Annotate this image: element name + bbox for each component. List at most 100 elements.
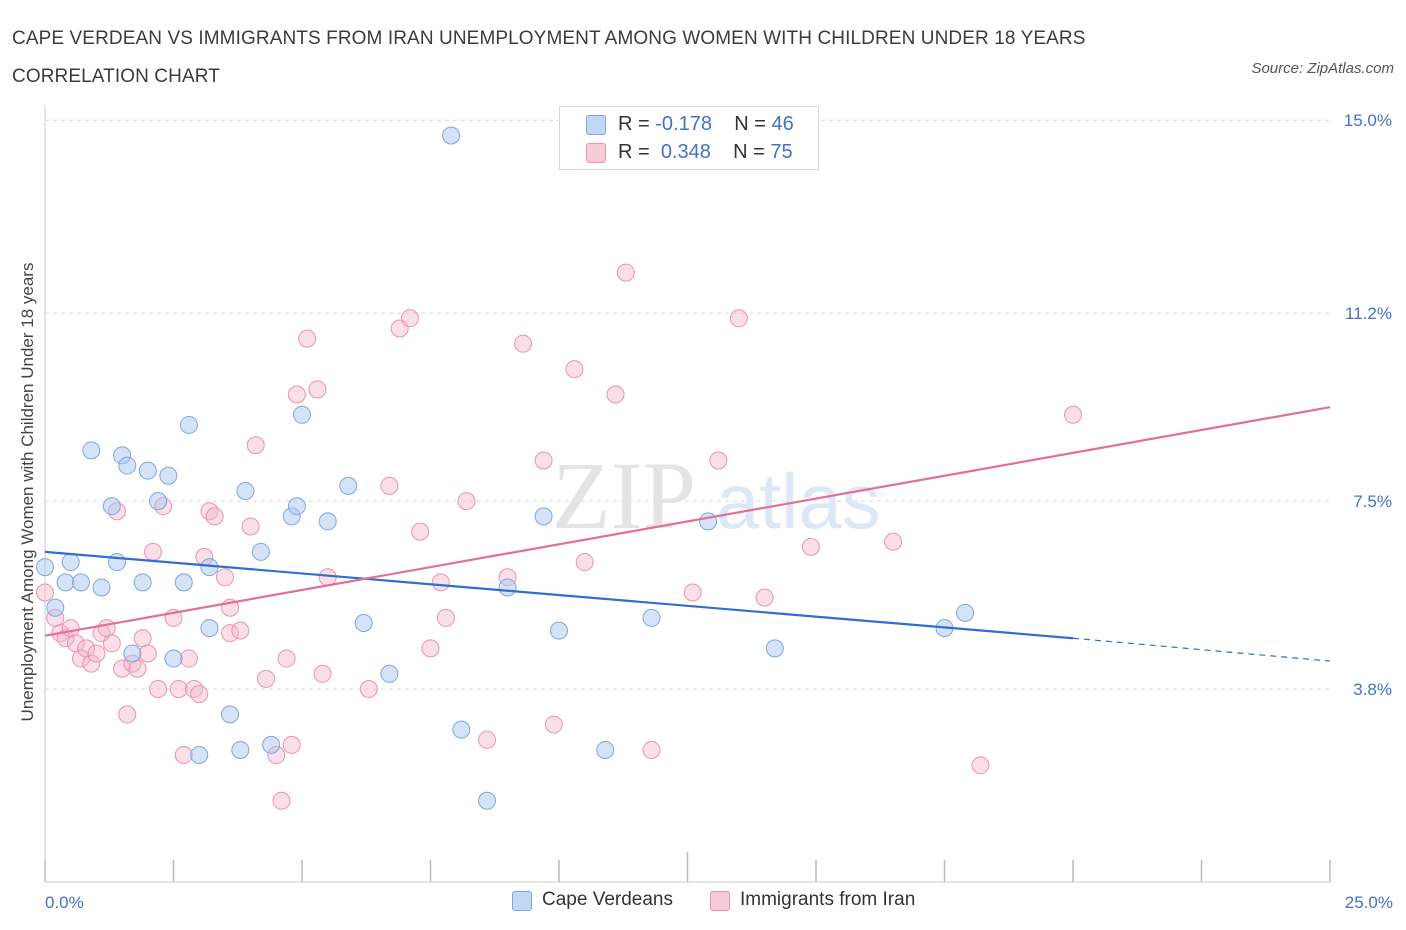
- legend-r-value: 0.348: [660, 141, 711, 163]
- data-point-iran: [241, 517, 260, 536]
- data-point-cape-verdean: [71, 573, 90, 592]
- trend-lines: [44, 406, 1331, 662]
- legend-r-value: -0.178: [655, 113, 712, 135]
- data-point-iran: [97, 619, 116, 638]
- data-point-iran: [82, 654, 101, 673]
- data-point-iran: [884, 532, 903, 551]
- y-tick-label: 15.0%: [1344, 111, 1392, 130]
- data-point-iran: [616, 263, 635, 282]
- data-point-cape-verdean: [498, 578, 517, 597]
- legend-label: Immigrants from Iran: [740, 889, 916, 910]
- data-point-cape-verdean: [251, 542, 270, 561]
- data-point-cape-verdean: [956, 603, 975, 622]
- trend-line-cape-verdean-extension: [1072, 637, 1331, 662]
- data-point-iran: [87, 644, 106, 663]
- legend-n-value: 75: [770, 141, 793, 163]
- data-point-iran: [709, 451, 728, 470]
- data-point-cape-verdean: [380, 664, 399, 683]
- data-point-iran: [118, 705, 137, 724]
- data-point-cape-verdean: [36, 558, 54, 577]
- data-point-iran: [149, 680, 168, 699]
- legend-label: Cape Verdeans: [542, 889, 673, 910]
- series-legend: Cape Verdeans Immigrants from Iran: [0, 888, 1406, 918]
- data-point-iran: [308, 380, 327, 399]
- legend-n-label: N =: [733, 141, 765, 163]
- data-point-iran: [200, 502, 219, 521]
- legend-n-label: N =: [734, 113, 766, 135]
- data-point-cape-verdean: [339, 476, 358, 495]
- data-point-iran: [971, 756, 990, 775]
- data-point-iran: [36, 583, 54, 602]
- data-point-iran: [642, 740, 661, 759]
- data-point-cape-verdean: [236, 481, 255, 500]
- data-point-iran: [174, 746, 193, 765]
- data-point-iran: [478, 730, 497, 749]
- data-point-cape-verdean: [159, 466, 178, 485]
- trend-line-iran: [44, 406, 1331, 637]
- data-point-cape-verdean: [596, 740, 615, 759]
- data-point-iran: [221, 624, 240, 643]
- data-point-iran: [143, 542, 162, 561]
- data-point-cape-verdean: [102, 497, 121, 516]
- y-tick-label: 3.8%: [1353, 680, 1392, 699]
- data-point-iran: [272, 791, 291, 810]
- axes: [44, 105, 1331, 883]
- y-tick-label: 11.2%: [1345, 304, 1392, 323]
- data-point-iran: [113, 659, 132, 678]
- data-point-iran: [606, 385, 625, 404]
- legend-r-label: R =: [618, 141, 650, 163]
- data-point-iran: [128, 659, 147, 678]
- data-point-cape-verdean: [221, 705, 240, 724]
- data-point-cape-verdean: [452, 720, 471, 739]
- data-point-iran: [755, 588, 774, 607]
- data-point-cape-verdean: [46, 598, 65, 617]
- legend-n-value: 46: [771, 113, 794, 135]
- data-point-iran: [729, 309, 748, 328]
- data-point-cape-verdean: [478, 791, 497, 810]
- legend-swatch-blue: [512, 891, 532, 911]
- data-point-iran: [380, 476, 399, 495]
- trend-line-cape-verdean: [44, 550, 1074, 640]
- data-point-iran: [400, 309, 419, 328]
- data-point-cape-verdean: [123, 644, 142, 663]
- x-tick-label: 0.0%: [45, 893, 84, 912]
- data-point-iran: [282, 735, 301, 754]
- data-point-iran: [544, 715, 563, 734]
- data-point-iran: [436, 608, 455, 627]
- data-point-iran: [56, 629, 75, 648]
- data-point-cape-verdean: [133, 573, 152, 592]
- correlation-legend: R = -0.178 N = 46 R = 0.348 N = 75: [559, 106, 819, 170]
- data-point-iran: [246, 436, 265, 455]
- data-point-cape-verdean: [82, 441, 101, 460]
- data-point-iran: [287, 385, 306, 404]
- source-label: Source: ZipAtlas.com: [1251, 60, 1394, 77]
- data-point-iran: [359, 680, 378, 699]
- y-tick-label: 7.5%: [1353, 492, 1392, 511]
- data-point-cape-verdean: [92, 578, 111, 597]
- data-point-cape-verdean: [56, 573, 75, 592]
- data-point-cape-verdean: [164, 649, 183, 668]
- data-point-iran: [1064, 405, 1082, 424]
- data-point-iran: [133, 629, 152, 648]
- data-point-iran: [257, 669, 276, 688]
- data-point-iran: [565, 360, 584, 379]
- data-point-iran: [61, 619, 80, 638]
- data-point-cape-verdean: [262, 735, 281, 754]
- watermark: ZIP atlas: [552, 442, 881, 549]
- x-tick-label: 25.0%: [1345, 893, 1393, 912]
- legend-swatch-blue: [586, 115, 606, 135]
- data-point-cape-verdean: [442, 126, 461, 145]
- data-point-iran: [801, 537, 820, 556]
- data-point-cape-verdean: [107, 553, 126, 572]
- data-point-iran: [318, 568, 337, 587]
- data-point-cape-verdean: [190, 746, 209, 765]
- data-point-cape-verdean: [179, 415, 198, 434]
- data-point-iran: [575, 553, 594, 572]
- legend-swatch-pink: [710, 891, 730, 911]
- data-point-cape-verdean: [118, 456, 137, 475]
- data-point-iran: [138, 644, 157, 663]
- data-point-iran: [102, 634, 121, 653]
- tick-labels: 3.8% 7.5% 11.2% 15.0% 0.0% 25.0%: [45, 111, 1393, 912]
- data-point-cape-verdean: [550, 621, 568, 640]
